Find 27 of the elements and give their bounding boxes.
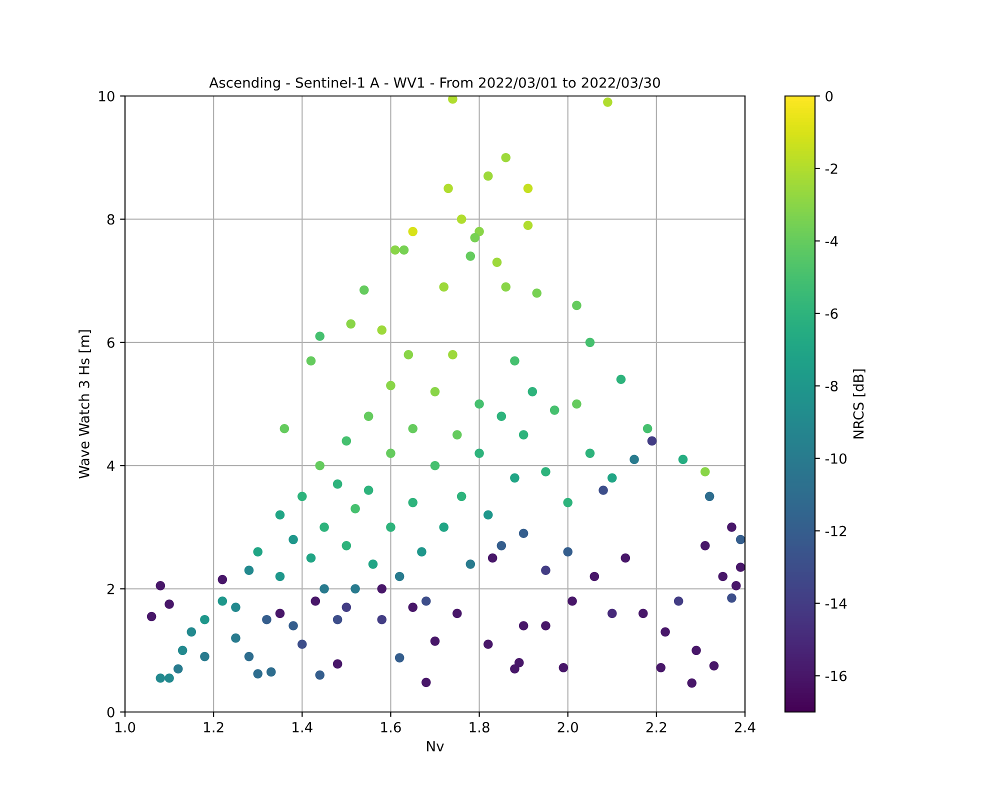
color-bar-label: -2 [825,163,838,174]
y-tick-label: 8 [107,214,114,225]
color-bar-label: -12 [825,526,846,536]
color-bar-label: -14 [825,598,847,609]
color-bar-title: NRCS [dB] [852,369,866,438]
x-tick-label: 1.0 [115,722,136,732]
x-axis-title: Nv [427,741,444,752]
x-tick-label: 2.2 [646,722,666,732]
color-bar-label: -16 [825,670,847,682]
chart-title: Ascending - Sentinel-1 A - WV1 - From 2022/03/01 to 2022/03/30 [209,77,660,91]
x-tick-label: 1.2 [204,722,224,732]
x-tick-label: 2.4 [734,722,756,732]
y-axis-title: Wave Watch 3 Hs [m] [78,330,91,478]
color-bar-label: -4 [825,236,838,246]
color-bar-label: 0 [826,90,833,102]
color-bar-label: -10 [825,453,846,464]
x-tick-label: 1.8 [470,722,490,732]
x-tick-label: 2.0 [558,722,578,732]
y-tick-label: 2 [107,584,114,594]
y-tick-label: 6 [107,337,114,348]
x-tick-label: 1.6 [381,722,401,732]
x-tick-label: 1.4 [292,722,312,732]
y-tick-label: 4 [107,460,114,471]
y-tick-label: 10 [99,90,114,102]
color-bar-label: -6 [825,308,838,319]
y-tick-label: 0 [107,706,114,718]
color-bar-label: -8 [825,380,838,392]
